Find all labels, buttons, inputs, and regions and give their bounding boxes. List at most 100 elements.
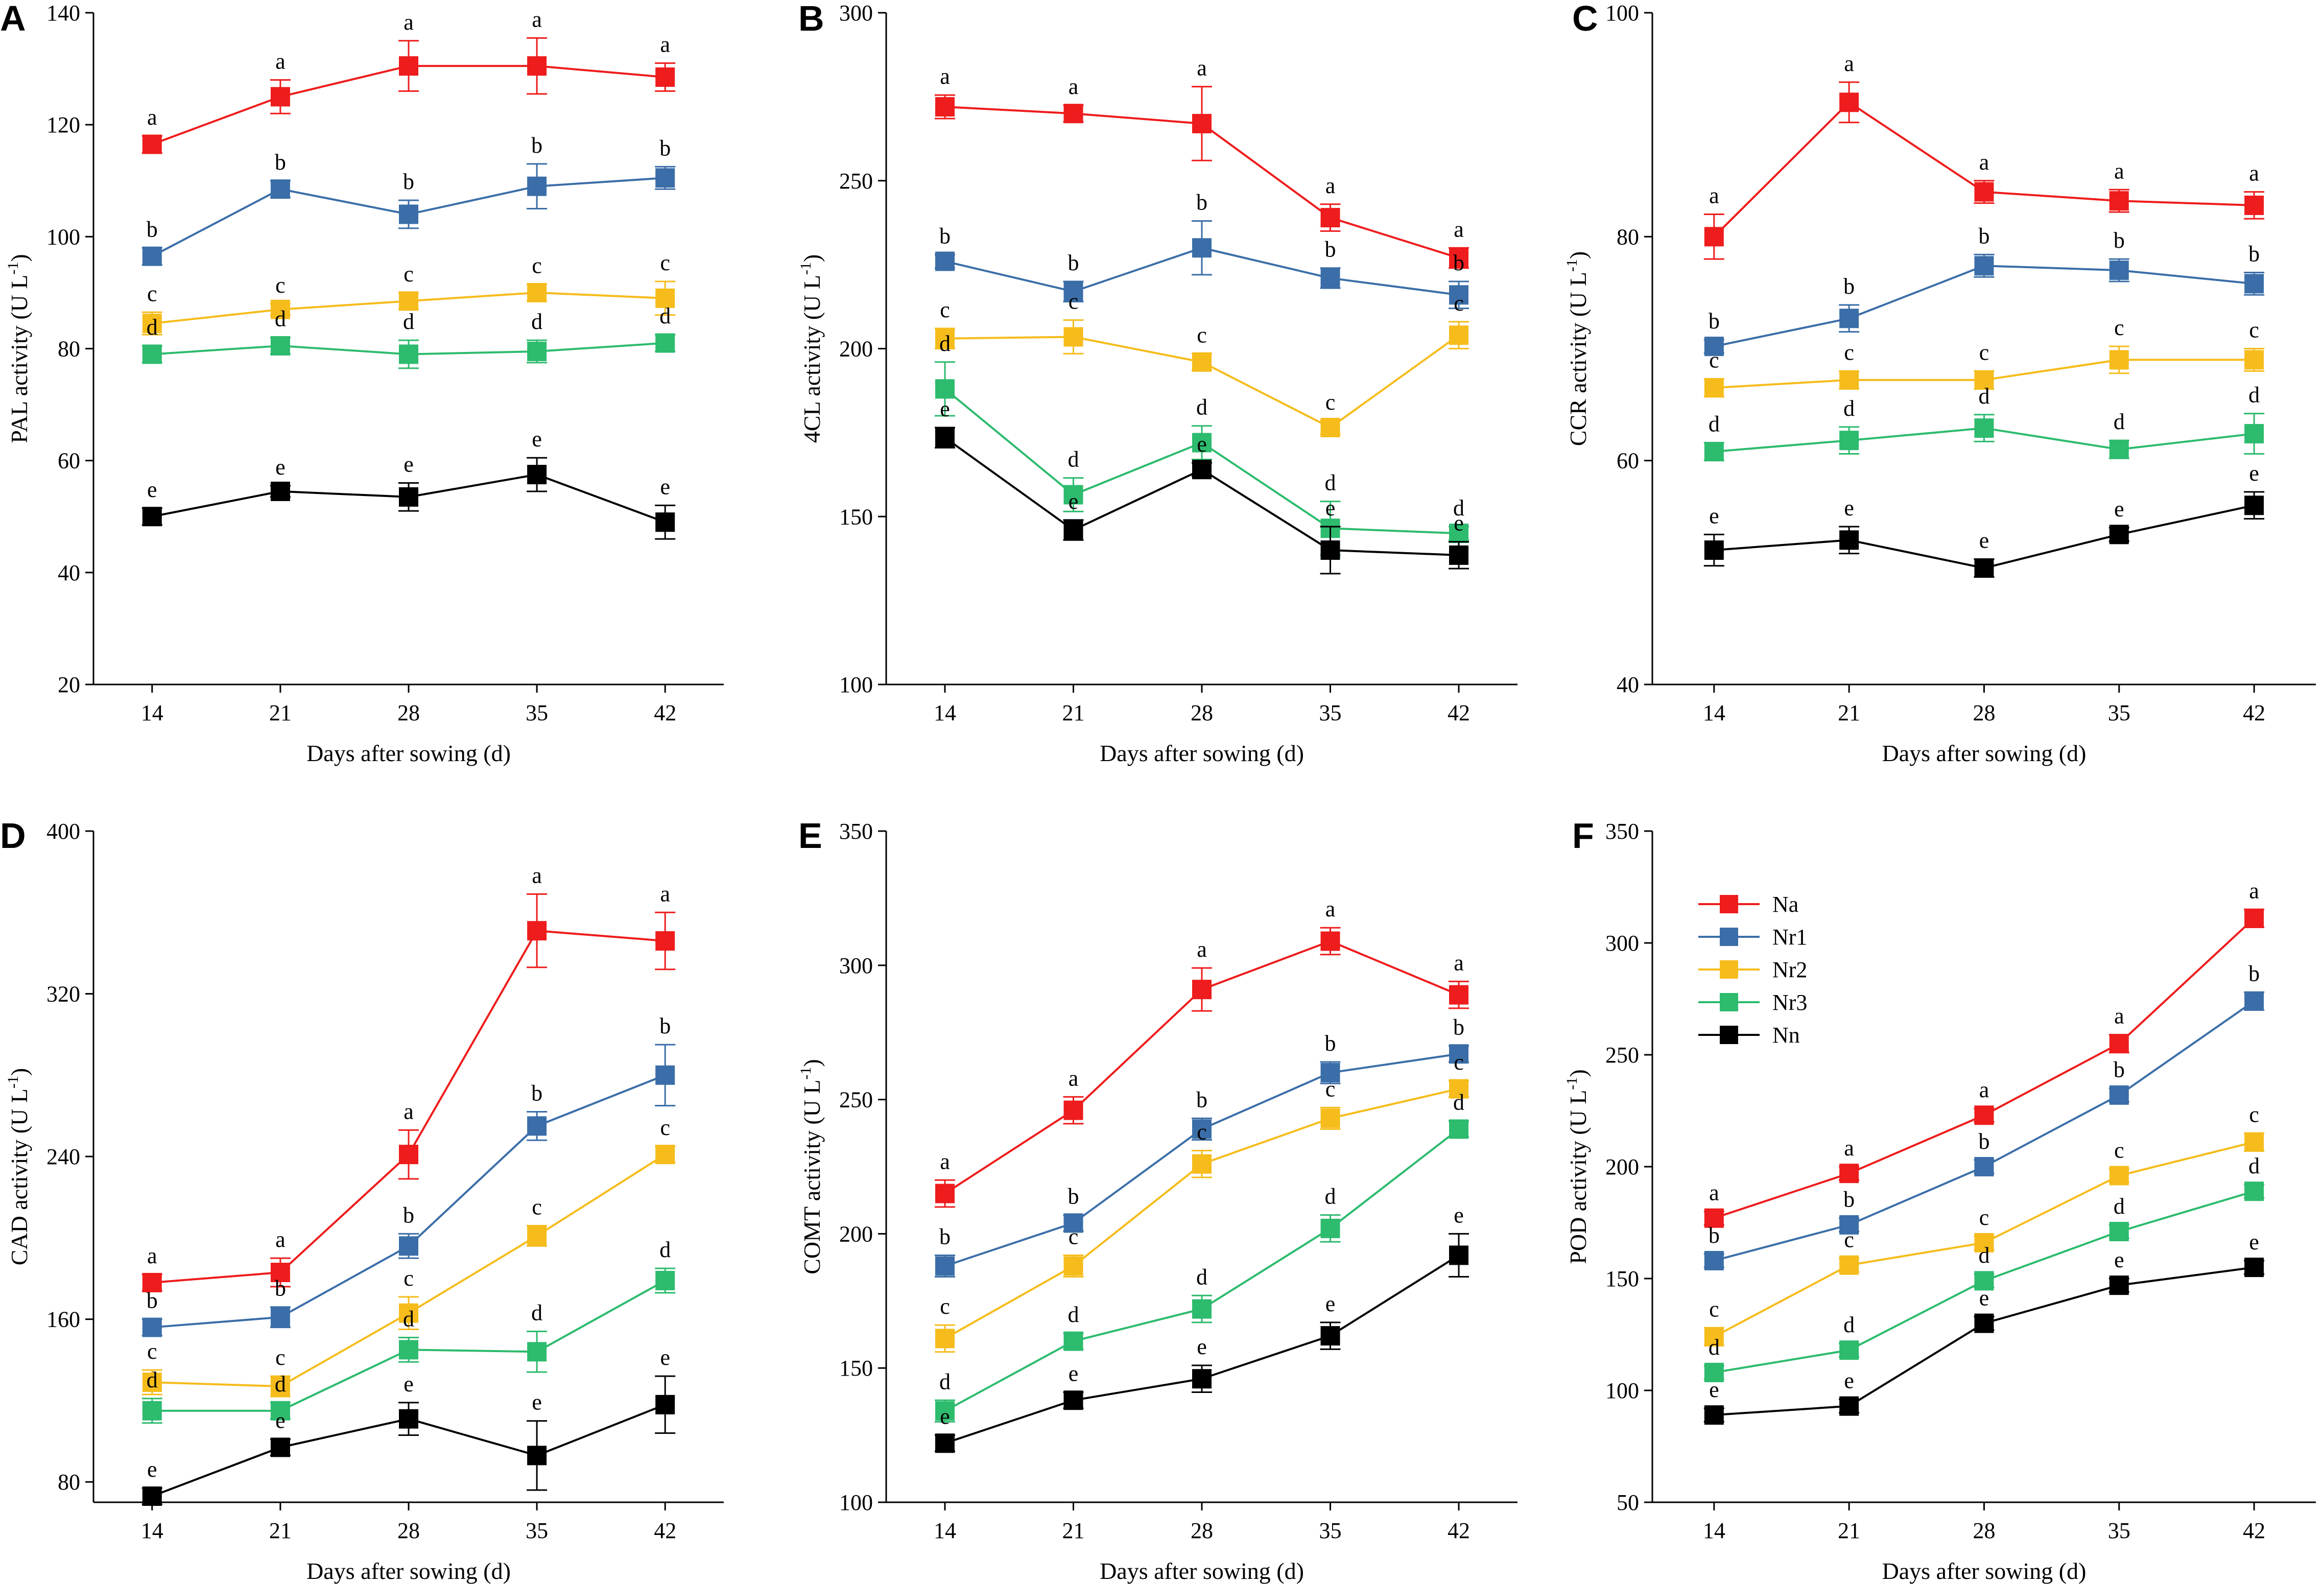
- y-axis-title-text: COMT activity (U L: [799, 1080, 825, 1274]
- data-point: [655, 288, 675, 308]
- significance-letter: c: [1069, 289, 1079, 314]
- series-nr2: c c c c c: [1703, 1102, 2265, 1346]
- data-point: [1063, 327, 1083, 347]
- significance-letter: c: [2249, 318, 2259, 343]
- significance-letter: a: [532, 863, 542, 888]
- data-point: [1063, 104, 1083, 124]
- significance-letter: d: [1843, 1312, 1855, 1337]
- significance-letter: a: [1325, 896, 1336, 921]
- significance-letter: e: [2249, 461, 2259, 486]
- data-point: [399, 291, 418, 311]
- y-axis-title-superscript: -1: [797, 1067, 814, 1080]
- significance-letter: b: [2114, 228, 2125, 253]
- significance-letter: a: [1069, 74, 1079, 99]
- data-point: [1704, 1250, 1724, 1270]
- y-tick-label: 40: [58, 560, 80, 585]
- data-point: [142, 246, 162, 266]
- data-point: [1704, 337, 1724, 357]
- data-point: [142, 1373, 162, 1392]
- significance-letter: e: [1844, 1368, 1854, 1393]
- significance-letter: d: [2248, 383, 2260, 408]
- x-tick-label: 28: [1191, 1518, 1213, 1543]
- data-point: [1839, 431, 1859, 451]
- data-point: [270, 1377, 290, 1397]
- data-point: [2244, 495, 2264, 515]
- significance-letter: c: [1454, 1050, 1464, 1075]
- significance-letter: e: [660, 474, 670, 499]
- significance-letter: d: [1196, 1264, 1207, 1289]
- data-point: [1704, 1362, 1724, 1382]
- y-axis-title-superscript: -1: [1563, 1077, 1580, 1090]
- significance-letter: a: [1325, 173, 1336, 198]
- data-point: [527, 465, 547, 485]
- series-nr3: d d d d d: [934, 331, 1469, 556]
- data-point: [1839, 1255, 1859, 1275]
- data-point: [399, 56, 418, 76]
- data-point: [655, 931, 675, 951]
- y-tick-label: 200: [839, 337, 873, 362]
- data-point: [270, 179, 290, 199]
- series-nr2: c c c c c: [934, 289, 1469, 438]
- significance-letter: c: [1197, 1119, 1207, 1144]
- data-point: [1704, 1327, 1724, 1346]
- data-point: [1192, 1299, 1212, 1319]
- y-axis-title-superscript: -1: [797, 262, 814, 275]
- data-point: [1192, 1119, 1212, 1139]
- significance-letter: b: [2248, 961, 2260, 986]
- x-tick-label: 42: [654, 1518, 676, 1543]
- panel-letter: A: [0, 0, 26, 38]
- significance-letter: b: [1709, 309, 1720, 334]
- y-tick-label: 140: [46, 1, 80, 26]
- significance-letter: d: [403, 309, 414, 334]
- y-tick-label: 100: [839, 1490, 873, 1515]
- significance-letter: d: [939, 331, 951, 356]
- significance-letter: a: [1844, 1136, 1854, 1161]
- data-point: [1839, 92, 1859, 112]
- data-point: [1839, 309, 1859, 328]
- data-point: [527, 341, 547, 361]
- series-nr1: b b b b b: [141, 133, 676, 266]
- significance-letter: c: [1979, 340, 1989, 365]
- data-point: [399, 1340, 418, 1360]
- y-axis-title: CAD activity (U L-1): [5, 1068, 32, 1266]
- x-axis-title: Days after sowing (d): [1100, 1558, 1304, 1584]
- data-point: [1839, 1396, 1859, 1416]
- x-tick-label: 35: [526, 1518, 548, 1543]
- significance-letter: e: [1325, 495, 1336, 521]
- x-tick-label: 21: [1062, 700, 1084, 725]
- data-point: [1063, 1331, 1083, 1351]
- y-tick-label: 400: [46, 819, 80, 844]
- significance-letter: b: [659, 1013, 671, 1038]
- series-nr3: d d d d d: [934, 1090, 1469, 1423]
- significance-letter: b: [403, 1202, 414, 1227]
- data-point: [1839, 1164, 1859, 1184]
- y-axis-title-text: POD activity (U L: [1565, 1090, 1591, 1264]
- data-point: [1974, 1313, 1994, 1333]
- significance-letter: a: [1979, 150, 1989, 175]
- y-tick-label: 300: [1605, 931, 1639, 956]
- x-axis-title: Days after sowing (d): [1882, 740, 2086, 766]
- data-point: [2109, 350, 2129, 370]
- y-axis-title-close: ): [6, 254, 32, 262]
- data-point: [399, 1303, 418, 1323]
- series-nr1: b b b b b: [934, 190, 1469, 310]
- data-point: [399, 204, 418, 224]
- data-point: [1449, 524, 1469, 543]
- significance-letter: c: [660, 1115, 670, 1140]
- data-point: [1192, 352, 1212, 372]
- legend-marker: [1720, 1026, 1738, 1044]
- data-point: [1974, 418, 1994, 438]
- legend-label: Nr2: [1772, 957, 1807, 982]
- significance-letter: c: [275, 273, 286, 298]
- significance-letter: c: [1069, 1224, 1079, 1249]
- series-nn: e e e e e: [934, 396, 1469, 575]
- significance-letter: e: [1454, 511, 1464, 536]
- series-nr3: d d d d d: [141, 1237, 676, 1424]
- significance-letter: e: [1709, 503, 1719, 528]
- significance-letter: e: [147, 477, 157, 502]
- x-axis-title: Days after sowing (d): [306, 740, 511, 766]
- significance-letter: d: [1979, 384, 1990, 409]
- significance-letter: b: [531, 133, 542, 158]
- significance-letter: a: [404, 1099, 414, 1124]
